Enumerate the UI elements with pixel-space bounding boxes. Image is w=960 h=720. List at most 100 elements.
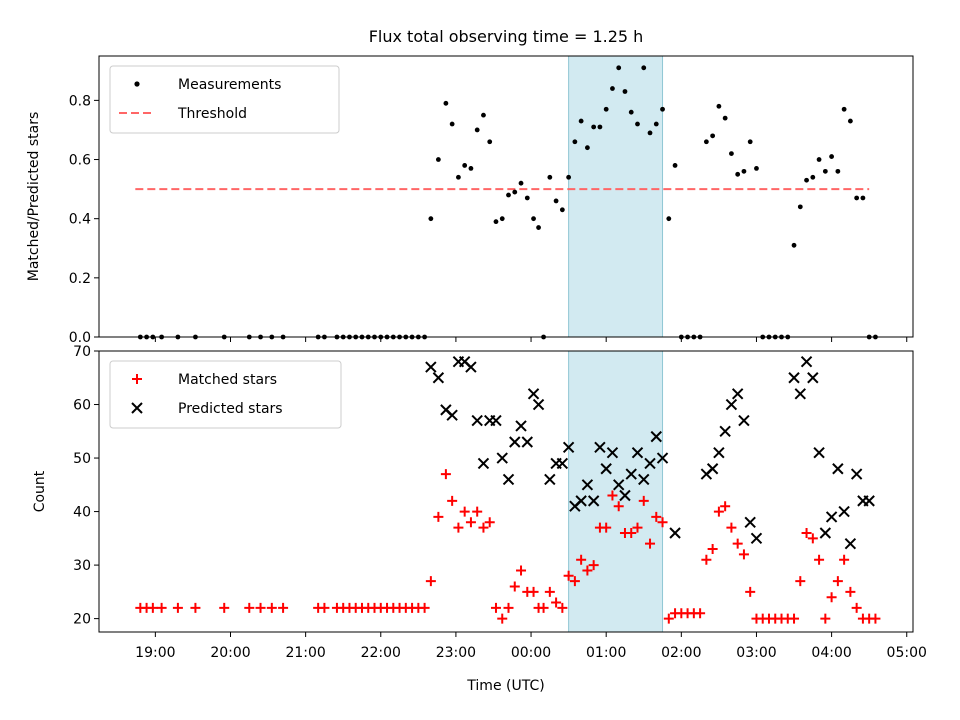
predicted-point [825,511,838,523]
matched-point [814,554,825,565]
matched-point [613,501,624,512]
measurement-point [660,106,665,112]
bottom-panel: 20 30 40 50 60 70 19:00 20:00 21:00 22:00 23:00 00… [32,344,927,661]
matched-point [576,554,587,565]
chart-title: Flux total observing time = 1.25 h [369,27,644,46]
predicted-point [544,473,556,486]
matched-point [319,602,330,613]
measurement-point [566,174,572,180]
matched-point [632,522,643,533]
measurement-point [572,139,578,145]
bottom-axes-frame [98,350,914,633]
matched-point [626,527,637,538]
x-axis-label: Time (UTC) [466,678,544,694]
matched-point [459,506,470,517]
matched-point [607,490,618,501]
measurement-point [591,124,597,130]
matched-point [497,613,508,624]
matched-point [433,511,444,522]
y-tick-label: 0.8 [69,93,91,109]
matched-point [472,506,483,517]
predicted-point [713,446,725,459]
measurement-point [456,174,461,180]
predicted-point [669,527,681,539]
matched-point [638,495,649,506]
predicted-point [656,452,669,464]
measurement-point [603,106,609,112]
x-tick-label: 22:00 [361,645,401,661]
matched-point [588,560,599,571]
measurement-point [468,166,474,171]
measurement-point [829,154,834,159]
measurement-point [553,198,559,204]
top-x-ticks [154,337,908,342]
predicted-point [446,409,458,421]
matched-points [135,469,881,624]
measurement-point [804,177,809,183]
matched-point [419,602,430,613]
matched-point [663,613,674,624]
matched-point [645,538,656,549]
measurement-point [666,216,672,222]
predicted-point [562,441,575,454]
measurement-point [729,151,734,157]
x-tick-label: 01:00 [586,645,626,661]
predicted-point [731,388,744,400]
measurement-point [493,219,499,225]
measurement-point [703,139,709,145]
measurement-point [499,216,505,222]
measurement-point [578,118,584,124]
measurement-point [841,106,847,112]
matched-point [453,522,464,533]
matched-point [720,501,731,512]
predicted-point [650,430,662,443]
predicted-points [425,355,875,550]
legend-marker-dot [134,81,140,87]
predicted-point [844,537,857,550]
y-tick-label: 0.4 [69,212,91,228]
measurement-point [653,121,659,127]
x-tick-label: 05:00 [887,645,927,661]
measurement-point [860,195,866,201]
matched-point [695,608,706,619]
matched-point [707,544,718,555]
matched-point [557,602,568,613]
matched-point [266,602,277,613]
measurement-point [628,109,634,115]
predicted-point [794,388,806,400]
matched-point [651,511,662,522]
matched-point [538,602,549,613]
measurement-point [512,189,518,195]
predicted-point [509,436,521,448]
measurement-point [435,157,441,162]
matched-point [563,570,574,581]
measurement-point [462,163,468,168]
matched-point [190,602,201,613]
matched-point [219,602,230,613]
predicted-point [725,398,738,411]
measurement-point [443,100,449,106]
predicted-point [832,463,844,475]
measurement-point [622,89,628,94]
predicted-point [800,355,813,368]
measurement-point [487,139,493,145]
predicted-point [613,479,625,491]
matched-point [465,517,476,528]
matched-point [795,576,806,587]
matched-point [544,586,555,597]
x-tick-label: 23:00 [436,645,476,661]
measurement-point [822,168,828,174]
matched-point [551,597,562,608]
predicted-point [813,446,825,459]
top-legend: Measurements Threshold [109,65,340,134]
matched-point [870,613,881,624]
matched-point [503,602,514,613]
measurement-point [647,130,653,136]
predicted-point [719,425,731,437]
x-tick-label: 00:00 [511,645,551,661]
legend-box [109,360,342,429]
matched-point [845,586,856,597]
x-tick-label: 04:00 [811,645,851,661]
bottom-y-axis-label: Count [32,470,48,512]
predicted-point [465,361,477,373]
